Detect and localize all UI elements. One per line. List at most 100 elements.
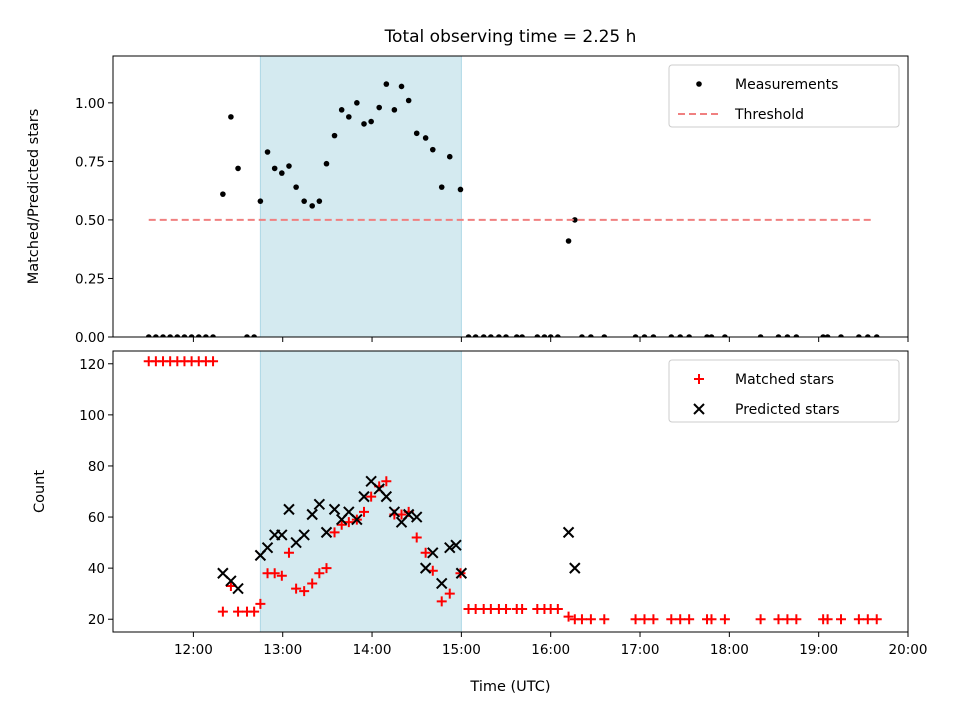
measurement-point: [405, 97, 412, 104]
measurement-point: [472, 334, 479, 337]
legend-frame: [668, 64, 900, 128]
measurement-point: [220, 191, 226, 197]
predicted-star-point: [328, 503, 341, 516]
measurement-point: [565, 238, 572, 244]
measurement-point: [513, 334, 520, 337]
measurement-point: [181, 334, 188, 337]
measurement-point: [541, 334, 548, 337]
measurement-point: [309, 203, 315, 209]
measurement-point: [488, 334, 494, 337]
x-axis-label: Time (UTC): [469, 679, 550, 695]
measurement-point: [361, 121, 367, 127]
legend-label: Matched stars: [735, 372, 834, 388]
legend-measurement-swatch: [696, 81, 702, 87]
measurement-point: [271, 165, 278, 172]
matched-star-point: [782, 614, 793, 625]
predicted-star-point: [320, 526, 333, 539]
measurement-point: [398, 83, 405, 90]
measurement-point: [856, 334, 862, 337]
top-legend: Measurements Threshold: [668, 64, 900, 128]
matched-star-point: [501, 604, 512, 615]
measurement-point: [465, 334, 472, 337]
matched-star-point: [599, 614, 610, 625]
matched-star-point: [314, 568, 325, 579]
predicted-star-point: [419, 562, 432, 574]
bottom-panel: 20 40 60 80 100 120 12:00 13:00 14:00 15:00 16:00 1…: [79, 350, 927, 658]
predicted-star-point: [380, 490, 393, 503]
measurement-point: [160, 334, 166, 337]
measurement-point: [145, 334, 152, 337]
measurement-point: [677, 334, 684, 337]
measurement-point: [235, 165, 241, 172]
measurement-point: [457, 186, 464, 193]
matched-star-point: [336, 519, 347, 530]
predicted-star-point: [351, 513, 363, 526]
predicted-star-point: [306, 508, 318, 521]
bottom-y-tick-label: 20: [88, 612, 105, 628]
matched-star-point: [291, 583, 302, 594]
matched-star-point: [563, 611, 574, 622]
measurement-point: [838, 334, 844, 337]
top-y-axis-label: Matched/Predicted stars: [26, 109, 42, 285]
top-y-tick-label: 0.50: [75, 213, 105, 229]
predicted-star-point: [411, 511, 423, 523]
measurement-point: [354, 100, 360, 106]
x-tick-label: 19:00: [799, 642, 838, 658]
matched-star-point: [283, 547, 294, 558]
measurement-point: [686, 334, 692, 337]
matched-star-point: [255, 598, 266, 609]
measurement-point: [547, 334, 554, 337]
bottom-observing-window-shade: [259, 350, 462, 633]
matched-star-point: [276, 570, 287, 581]
matched-star-point: [862, 614, 873, 625]
predicted-star-point: [261, 541, 274, 554]
top-y-tick-label: 1.00: [75, 96, 105, 112]
predicted-star-point: [388, 506, 401, 518]
measurement-point: [820, 334, 826, 337]
matched-star-point: [836, 614, 847, 625]
bottom-axes-frame: [112, 350, 909, 633]
predicted-star-point: [436, 577, 448, 590]
measurement-point: [195, 334, 202, 337]
measurement-point: [704, 334, 710, 337]
bottom-y-tick-label: 80: [88, 459, 105, 475]
x-tick-label: 14:00: [353, 642, 392, 658]
matched-star-point: [719, 614, 730, 625]
matched-star-point: [366, 491, 377, 502]
top-plot-area: [145, 81, 880, 337]
top-y-tick-label: 0.00: [75, 330, 105, 346]
measurement-point: [429, 146, 436, 153]
top-series-measurements: [145, 81, 880, 337]
measurement-point: [519, 334, 525, 337]
x-tick-label: 13:00: [263, 642, 302, 658]
bottom-plot-area: [143, 356, 882, 625]
predicted-star-point: [427, 547, 439, 559]
legend-label: Threshold: [734, 107, 804, 123]
measurement-point: [708, 334, 715, 337]
measurement-point: [167, 334, 173, 337]
top-axes-frame: [112, 55, 909, 338]
x-tick-label: 17:00: [621, 642, 660, 658]
matched-star-point: [381, 476, 392, 487]
measurement-point: [251, 334, 257, 337]
legend-label: Measurements: [735, 77, 838, 93]
measurement-point: [784, 334, 791, 337]
matched-star-point: [648, 614, 659, 625]
matched-star-point: [666, 614, 677, 625]
measurement-point: [534, 334, 541, 337]
measurement-point: [601, 334, 608, 337]
matched-star-point: [552, 604, 563, 615]
top-observing-window-shade: [259, 55, 462, 338]
measurement-point: [346, 114, 352, 120]
measurement-point: [323, 160, 330, 167]
matched-star-point: [307, 578, 318, 589]
measurement-point: [572, 217, 578, 223]
x-tick-label: 16:00: [531, 642, 570, 658]
x-tick-label: 12:00: [174, 642, 213, 658]
measurement-point: [153, 334, 159, 337]
matched-star-point: [444, 588, 455, 599]
bottom-y-tick-label: 40: [88, 561, 105, 577]
matched-star-point: [329, 527, 340, 538]
matched-star-point: [436, 596, 447, 607]
